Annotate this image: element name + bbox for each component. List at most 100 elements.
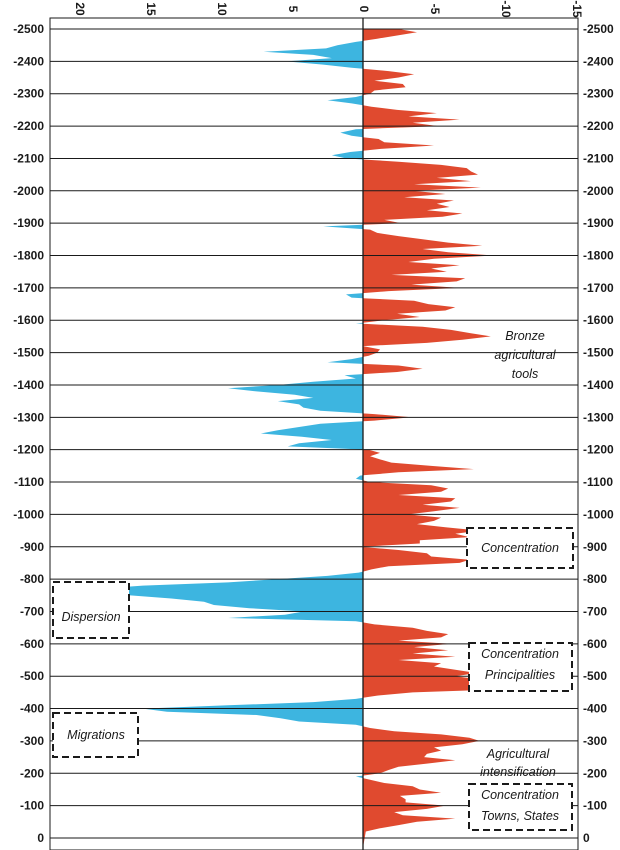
annotation-text: Concentration: [481, 541, 559, 555]
annotation-box: [466, 527, 574, 569]
negative-area: [363, 726, 480, 776]
negative-area: [363, 159, 481, 225]
y-tick-label-left: -1900: [13, 216, 44, 230]
annotation-text: Agricultural: [486, 747, 551, 761]
y-tick-label-right: -1000: [583, 507, 614, 521]
annotation-text: Dispersion: [61, 610, 120, 624]
y-tick-label-right: -900: [583, 540, 607, 554]
positive-area: [323, 224, 363, 230]
negative-area: [363, 323, 491, 347]
y-tick-label-right: -1500: [583, 346, 614, 360]
negative-area: [363, 449, 474, 476]
positive-area: [340, 129, 363, 138]
positive-area: [346, 293, 363, 299]
y-tick-label-right: -2000: [583, 184, 614, 198]
positive-area: [327, 95, 363, 106]
y-tick-label-left: -100: [20, 799, 44, 813]
positive-area: [263, 40, 363, 69]
annotation: Agricultural intensification: [480, 747, 556, 779]
positive-area: [355, 775, 363, 779]
negative-area: [363, 346, 380, 357]
annotation-text: Towns, States: [481, 809, 559, 823]
y-tick-label-left: -1000: [13, 507, 44, 521]
x-tick-label: 0: [357, 6, 371, 13]
negative-area: [363, 298, 456, 323]
tick-labels: -2500 -2500 -2400 -2400 -2300 -2300 -2200 -2200…: [13, 0, 614, 845]
annotation-text: Concentration: [481, 788, 559, 802]
y-tick-label-right: -1700: [583, 281, 614, 295]
x-tick-label: 5: [286, 6, 300, 13]
y-tick-label-left: -1600: [13, 313, 44, 327]
y-tick-label-left: -2300: [13, 87, 44, 101]
x-tick-label: 15: [144, 2, 158, 16]
y-tick-label-left: -1700: [13, 281, 44, 295]
plot-frame: [49, 17, 579, 850]
negative-area: [363, 105, 460, 129]
negative-area: [363, 622, 534, 698]
y-tick-label-left: -1100: [14, 475, 44, 489]
plot-background: [49, 17, 579, 850]
y-tick-label-left: -2400: [13, 54, 44, 68]
negative-area: [363, 480, 480, 547]
y-tick-label-left: -2500: [13, 22, 44, 36]
negative-area: [363, 363, 423, 375]
x-tick-label: 10: [215, 2, 229, 16]
y-tick-label-left: -2000: [13, 184, 44, 198]
positive-area: [355, 475, 363, 481]
x-tick-label: 20: [73, 2, 87, 16]
negative-area: [363, 29, 417, 41]
y-tick-label-right: -100: [583, 799, 607, 813]
y-tick-label-left: -1300: [13, 410, 44, 424]
negative-area: [363, 547, 470, 572]
y-tick-label-left: -200: [20, 766, 44, 780]
annotation: Concentration Principalities: [468, 642, 573, 692]
y-tick-label-left: 0: [37, 831, 44, 845]
y-tick-label-right: -1100: [583, 475, 613, 489]
y-tick-label-right: -1600: [583, 313, 614, 327]
annotation: Concentration Towns, States: [468, 783, 573, 831]
data-areas: [81, 29, 534, 848]
y-tick-label-right: 0: [583, 831, 590, 845]
y-tick-label-left: -1400: [13, 378, 44, 392]
positive-area: [331, 150, 363, 160]
y-tick-label-right: -1800: [583, 249, 614, 263]
y-tick-label-left: -700: [20, 604, 44, 618]
y-tick-label-right: -700: [583, 604, 607, 618]
y-tick-label-left: -400: [20, 702, 44, 716]
y-tick-label-left: -300: [20, 734, 44, 748]
y-tick-label-right: -2400: [583, 54, 614, 68]
x-tick-label: -10: [499, 0, 513, 18]
y-tick-label-right: -2100: [583, 151, 614, 165]
negative-area: [363, 68, 415, 96]
annotation: Dispersion: [52, 581, 130, 639]
y-tick-label-right: -400: [583, 702, 607, 716]
y-tick-label-left: -800: [20, 572, 44, 586]
positive-area: [81, 571, 364, 623]
annotation-box: [468, 783, 573, 831]
y-tick-label-right: -300: [583, 734, 607, 748]
y-tick-label-left: -2200: [13, 119, 44, 133]
positive-area: [228, 374, 363, 414]
x-tick-label: -15: [570, 0, 584, 18]
y-tick-label-right: -2500: [583, 22, 614, 36]
y-tick-label-left: -2100: [13, 151, 44, 165]
y-tick-label-right: -1400: [583, 378, 614, 392]
y-tick-label-right: -2300: [583, 87, 614, 101]
y-tick-label-right: -500: [583, 669, 607, 683]
negative-area: [363, 137, 434, 151]
negative-area: [363, 229, 494, 294]
negative-area: [363, 778, 456, 848]
positive-area: [355, 322, 363, 324]
y-tick-label-left: -900: [20, 540, 44, 554]
annotation-box: [52, 581, 130, 639]
annotation-box: [468, 642, 573, 692]
annotation-text: Migrations: [67, 728, 125, 742]
annotation: Migrations: [52, 712, 139, 758]
annotation-text: intensification: [480, 765, 556, 779]
annotation: Bronze agricultural tools: [494, 329, 556, 381]
annotation: Concentration: [466, 527, 574, 569]
y-tick-label-left: -1200: [13, 443, 44, 457]
y-tick-label-left: -1500: [13, 346, 44, 360]
y-tick-label-right: -2200: [583, 119, 614, 133]
